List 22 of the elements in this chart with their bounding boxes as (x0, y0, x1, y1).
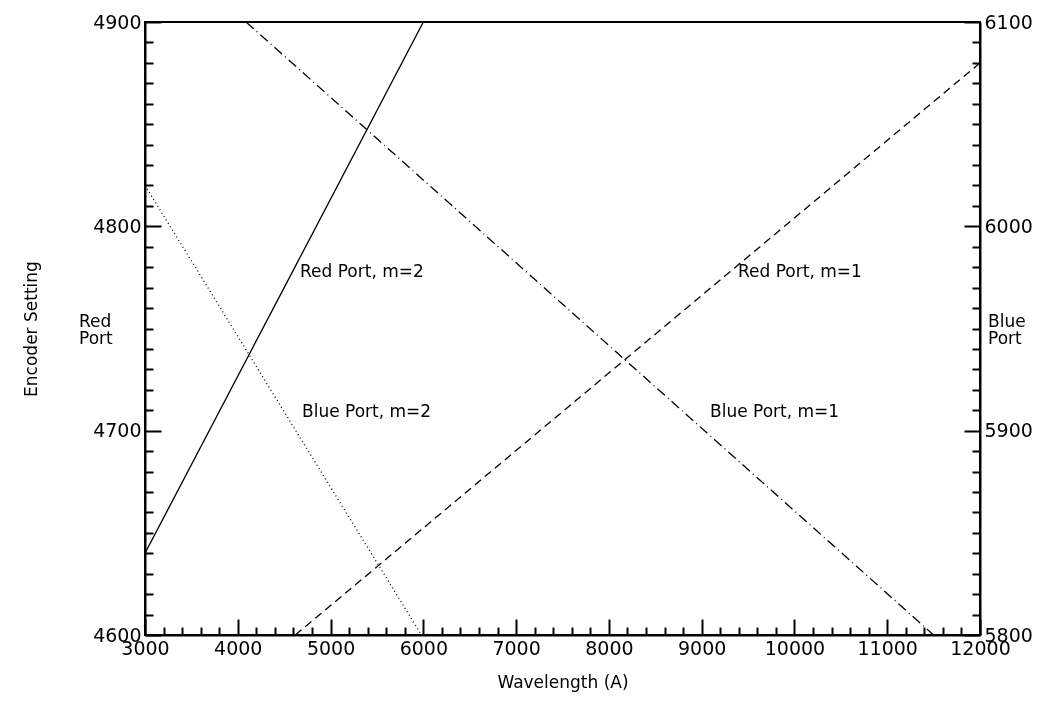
x-tick-label: 9000 (677, 636, 727, 659)
x-tick-label: 5000 (306, 636, 356, 659)
x-tick-label: 11000 (857, 636, 918, 659)
y2-tick-label: 5900 (984, 419, 1033, 442)
x-tick-label: 7000 (492, 636, 541, 659)
text: Red Port (79, 311, 114, 348)
x-tick-label: 6000 (399, 636, 449, 659)
x-tick-label: 4000 (214, 636, 263, 659)
annotation: Red Port, m=2 (300, 261, 424, 281)
y-axis-title: Encoder Setting (21, 261, 42, 397)
y-tick-label: 4900 (93, 10, 142, 33)
annotation: Blue Port, m=2 (302, 401, 432, 421)
x-tick-label: 8000 (585, 636, 634, 659)
y-tick-label: 4800 (93, 214, 142, 237)
text: Blue Port (988, 311, 1026, 348)
y-tick-label: 4700 (93, 419, 142, 442)
x-axis-title: Wavelength (A) (497, 671, 629, 692)
y2-tick-label: 6000 (984, 214, 1033, 237)
annotation: Red Port, m=1 (738, 261, 862, 281)
y2-tick-label: 6100 (984, 10, 1033, 33)
annotation: Blue Port, m=1 (710, 401, 840, 421)
x-tick-label: 10000 (764, 636, 826, 659)
